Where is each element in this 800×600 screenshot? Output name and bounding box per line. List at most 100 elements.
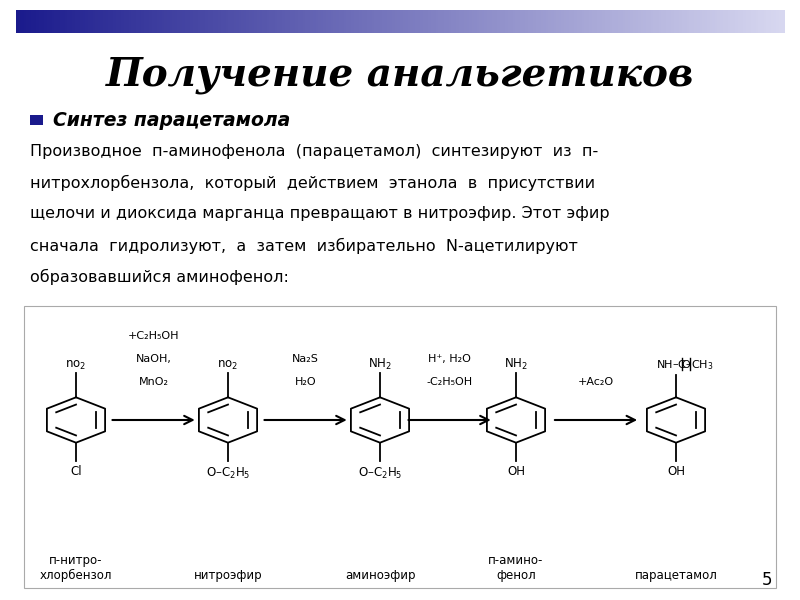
Text: no$_2$: no$_2$: [218, 359, 238, 372]
Bar: [725, 10, 729, 33]
Bar: [728, 10, 731, 33]
Bar: [372, 10, 375, 33]
Bar: [162, 10, 166, 33]
Bar: [769, 10, 772, 33]
Bar: [321, 10, 324, 33]
Bar: [479, 10, 482, 33]
Text: OH: OH: [507, 466, 525, 478]
Bar: [146, 10, 150, 33]
Bar: [98, 10, 102, 33]
Bar: [405, 10, 409, 33]
Bar: [630, 10, 634, 33]
Bar: [326, 10, 329, 33]
Bar: [462, 10, 465, 33]
Bar: [466, 10, 470, 33]
Bar: [684, 10, 687, 33]
Bar: [277, 10, 281, 33]
Bar: [144, 10, 147, 33]
Bar: [605, 10, 608, 33]
Bar: [763, 10, 767, 33]
Text: 5: 5: [762, 571, 772, 589]
Bar: [610, 10, 614, 33]
Bar: [750, 10, 754, 33]
Bar: [242, 10, 245, 33]
Bar: [249, 10, 252, 33]
Bar: [31, 10, 34, 33]
Bar: [705, 10, 708, 33]
Bar: [226, 10, 230, 33]
Bar: [756, 10, 759, 33]
Bar: [551, 10, 554, 33]
Bar: [456, 10, 460, 33]
Bar: [679, 10, 682, 33]
Bar: [738, 10, 742, 33]
Bar: [562, 10, 565, 33]
Bar: [251, 10, 255, 33]
Bar: [374, 10, 378, 33]
Bar: [70, 10, 73, 33]
Bar: [620, 10, 623, 33]
Bar: [287, 10, 290, 33]
Bar: [490, 10, 493, 33]
Bar: [203, 10, 206, 33]
Bar: [400, 10, 403, 33]
Bar: [743, 10, 746, 33]
Bar: [771, 10, 774, 33]
Bar: [357, 10, 360, 33]
Bar: [558, 10, 562, 33]
Bar: [234, 10, 237, 33]
Bar: [267, 10, 270, 33]
Bar: [259, 10, 262, 33]
Bar: [430, 10, 434, 33]
Bar: [290, 10, 294, 33]
Bar: [39, 10, 42, 33]
Bar: [272, 10, 275, 33]
Bar: [67, 10, 70, 33]
Bar: [597, 10, 601, 33]
Bar: [690, 10, 693, 33]
Bar: [577, 10, 580, 33]
Bar: [507, 10, 511, 33]
Bar: [274, 10, 278, 33]
Bar: [618, 10, 621, 33]
Text: Синтез парацетамола: Синтез парацетамола: [53, 110, 290, 130]
Bar: [579, 10, 582, 33]
Bar: [78, 10, 81, 33]
Bar: [308, 10, 311, 33]
Bar: [262, 10, 265, 33]
Bar: [474, 10, 478, 33]
Bar: [686, 10, 690, 33]
Text: +C₂H₅OH: +C₂H₅OH: [128, 331, 179, 341]
Bar: [722, 10, 726, 33]
Bar: [351, 10, 354, 33]
Text: нитрохлорбензола,  который  действием  этанола  в  присутствии: нитрохлорбензола, который действием этан…: [30, 175, 595, 191]
Bar: [718, 10, 721, 33]
Bar: [682, 10, 685, 33]
Bar: [641, 10, 644, 33]
Bar: [615, 10, 618, 33]
Bar: [436, 10, 439, 33]
Bar: [421, 10, 424, 33]
Bar: [26, 10, 30, 33]
Bar: [139, 10, 142, 33]
Bar: [423, 10, 426, 33]
Bar: [464, 10, 467, 33]
Bar: [346, 10, 350, 33]
Bar: [82, 10, 86, 33]
Bar: [694, 10, 698, 33]
Text: H⁺, H₂O: H⁺, H₂O: [428, 354, 471, 364]
Bar: [24, 10, 27, 33]
Bar: [42, 10, 45, 33]
Bar: [152, 10, 155, 33]
Bar: [195, 10, 198, 33]
Bar: [730, 10, 734, 33]
Bar: [362, 10, 365, 33]
Bar: [643, 10, 646, 33]
Bar: [602, 10, 606, 33]
Bar: [216, 10, 219, 33]
Bar: [349, 10, 352, 33]
Bar: [118, 10, 122, 33]
Bar: [526, 10, 529, 33]
Bar: [528, 10, 531, 33]
Bar: [677, 10, 680, 33]
